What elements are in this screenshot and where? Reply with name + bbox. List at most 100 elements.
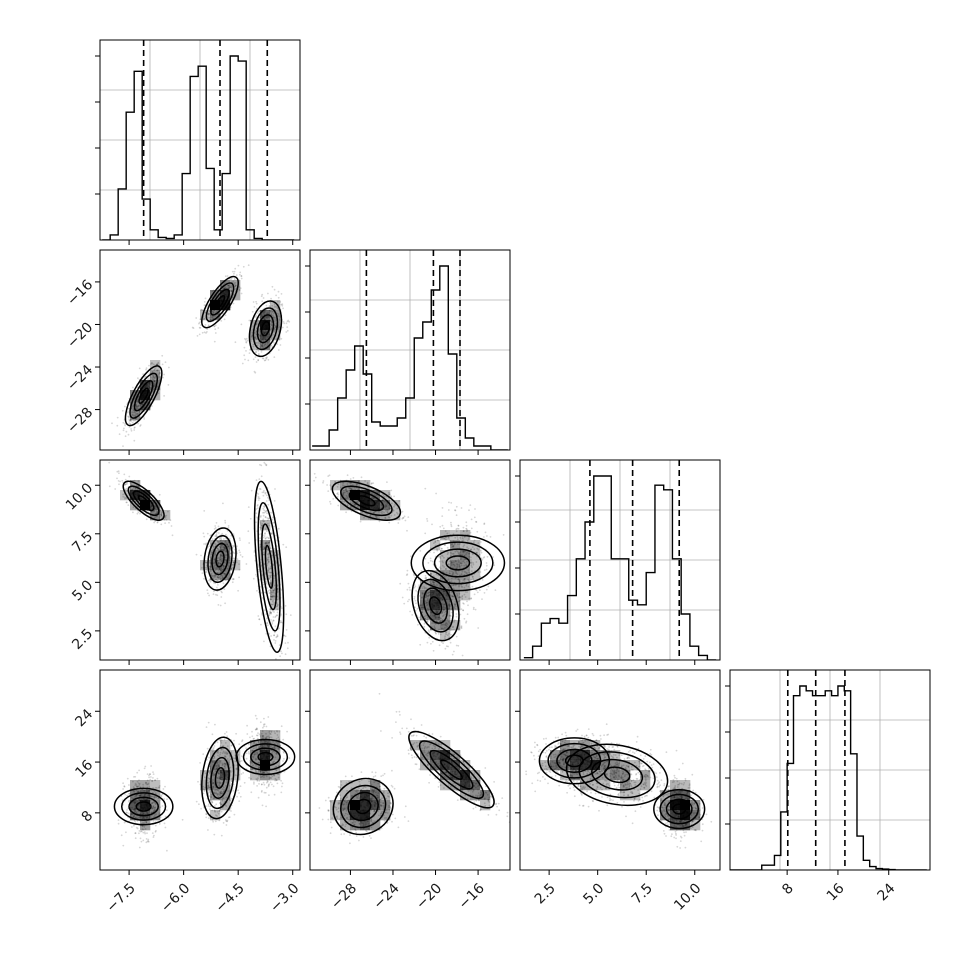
scatter-point [217, 540, 220, 543]
scatter-point [219, 563, 222, 565]
scatter-point [143, 396, 145, 399]
scatter-point [145, 386, 148, 388]
contour-2-3 [235, 738, 296, 776]
scatter-point [133, 411, 136, 414]
scatter-point [285, 331, 288, 333]
scatter-point [228, 286, 231, 289]
scatter-point [217, 572, 220, 574]
scatter-point [127, 433, 130, 436]
scatter-point [136, 493, 139, 496]
scatter-point [223, 572, 226, 575]
scatter-point [256, 504, 259, 506]
scatter-point [191, 326, 194, 329]
hist-panel-1-grid [310, 250, 510, 450]
scatter-point [258, 330, 261, 332]
scatter-point [117, 480, 120, 482]
scatter-point [202, 532, 205, 535]
scatter-point [265, 324, 268, 327]
scatter-point [273, 330, 276, 332]
scatter-point [123, 427, 125, 430]
scatter-point [117, 819, 120, 821]
scatter-point [200, 308, 202, 311]
scatter-point [125, 501, 128, 504]
scatter-point [222, 548, 225, 551]
scatter-point [150, 383, 153, 386]
scatter-point [148, 387, 151, 389]
scatter-point [143, 500, 146, 503]
hist-panel-0-grid [100, 40, 300, 240]
scatter-point [147, 838, 150, 841]
histogram-step-1 [312, 265, 508, 450]
scatter-point [135, 785, 138, 788]
scatter-point [256, 516, 258, 519]
scatter-point [210, 572, 213, 575]
scatter-point [219, 562, 222, 565]
scatter-point [228, 284, 230, 287]
scatter-point [226, 735, 229, 738]
scatter-point [161, 363, 164, 366]
scatter-point [214, 554, 217, 557]
scatter-point [151, 779, 154, 782]
scatter-point [256, 348, 258, 351]
scatter-point [126, 411, 129, 414]
scatter-point [218, 564, 221, 567]
scatter-point [141, 403, 144, 406]
scatter-point [220, 300, 223, 303]
scatter-point [213, 565, 215, 568]
scatter-point [141, 408, 144, 411]
scatter-point [153, 382, 156, 385]
scatter-point [134, 782, 137, 785]
hist-panel-3-frame [729, 669, 931, 871]
scatter-point [158, 376, 161, 379]
scatter-point [137, 480, 140, 483]
scatter-point [127, 410, 129, 413]
density-cell [260, 560, 271, 571]
scatter-point [254, 356, 257, 358]
scatter-point [133, 429, 136, 431]
scatter-point [217, 576, 220, 579]
scatter-point [132, 386, 134, 389]
scatter-point [139, 425, 142, 427]
scatter-point [208, 545, 211, 547]
scatter-point [137, 493, 139, 495]
scatter-point [265, 327, 268, 330]
scatter-point [134, 415, 136, 418]
scatter-point [284, 635, 287, 638]
scatter-point [122, 782, 124, 785]
scatter-point [154, 824, 157, 827]
scatter-point [208, 565, 211, 568]
scatter-point [227, 287, 230, 290]
scatter-point [231, 545, 234, 548]
scatter-point [153, 385, 156, 387]
scatter-point [151, 506, 154, 509]
scatter-point [205, 566, 208, 569]
scatter-point [213, 833, 216, 836]
scatter-point [203, 301, 206, 303]
scatter-point [142, 393, 145, 396]
scatter-point [271, 304, 274, 307]
scatter-point [141, 398, 143, 400]
scatter-point [270, 324, 273, 326]
scatter-point [265, 328, 267, 330]
scatter-point [222, 292, 225, 295]
scatter-point [199, 783, 202, 786]
scatter-point [217, 541, 219, 544]
scatter-point [195, 800, 198, 803]
scatter-point [145, 838, 148, 840]
scatter-point [214, 820, 217, 823]
scatter-point [170, 525, 173, 527]
scatter-point [122, 445, 124, 447]
scatter-point [261, 491, 264, 494]
scatter-point [274, 326, 277, 329]
scatter-point [206, 331, 208, 333]
scatter-point [216, 303, 219, 305]
scatter-point [254, 714, 257, 717]
scatter-point [281, 326, 284, 329]
scatter-point [220, 549, 223, 551]
scatter-point [263, 318, 266, 321]
scatter-point [142, 498, 145, 501]
scatter-point [260, 783, 263, 786]
scatter-point [239, 271, 242, 274]
scatter-point [259, 335, 262, 338]
scatter-point [212, 315, 215, 318]
